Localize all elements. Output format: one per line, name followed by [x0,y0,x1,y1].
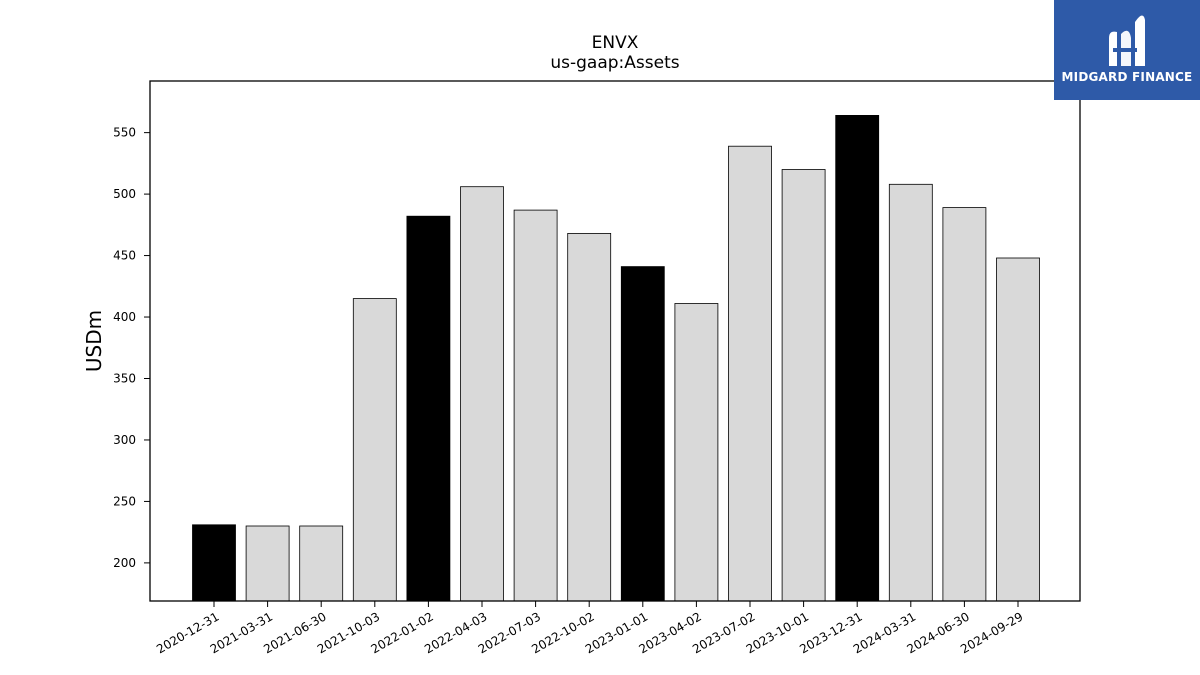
y-tick-label: 250 [113,494,136,508]
bar-2024-09-29 [996,257,1040,602]
y-axis-label: USDm [82,310,106,372]
bar-2021-06-30 [299,525,344,602]
bar-2021-10-03 [352,298,397,602]
y-tick-label: 300 [113,433,136,447]
plot-frame [149,80,1081,602]
bar-2022-07-03 [513,209,558,602]
bar-2024-03-31 [888,183,933,602]
midgard-finance-logo: MIDGARD FINANCE [1054,0,1200,100]
y-tick-label: 350 [113,371,136,385]
bar-2022-01-02 [406,215,451,602]
logo-text: MIDGARD FINANCE [1061,70,1193,84]
bar-2023-12-31 [835,115,880,602]
y-tick-label: 500 [113,187,136,201]
midgard-logo-icon [1109,15,1145,67]
y-tick-label: 450 [113,249,136,263]
x-axis-ticks: 2020-12-312021-03-312021-06-302021-10-03… [154,601,1026,656]
chart-title: ENVX [592,33,639,53]
bar-2024-06-30 [942,207,987,602]
y-tick-label: 400 [113,310,136,324]
y-tick-label: 550 [113,126,136,140]
chart-subtitle: us-gaap:Assets [550,53,679,73]
bar-2022-04-03 [460,186,504,602]
bar-2023-07-02 [728,145,772,602]
bar-2023-10-01 [781,169,826,602]
bar-2022-10-02 [567,232,612,602]
bars-group [192,115,1040,602]
y-axis-ticks: 200 250 300 350 400 450 500 550 [113,126,150,570]
bar-2020-12-31 [192,524,236,602]
y-tick-label: 200 [113,556,136,570]
bar-2023-04-02 [674,303,719,602]
bar-2021-03-31 [245,525,290,602]
bar-2023-01-01 [620,266,665,602]
